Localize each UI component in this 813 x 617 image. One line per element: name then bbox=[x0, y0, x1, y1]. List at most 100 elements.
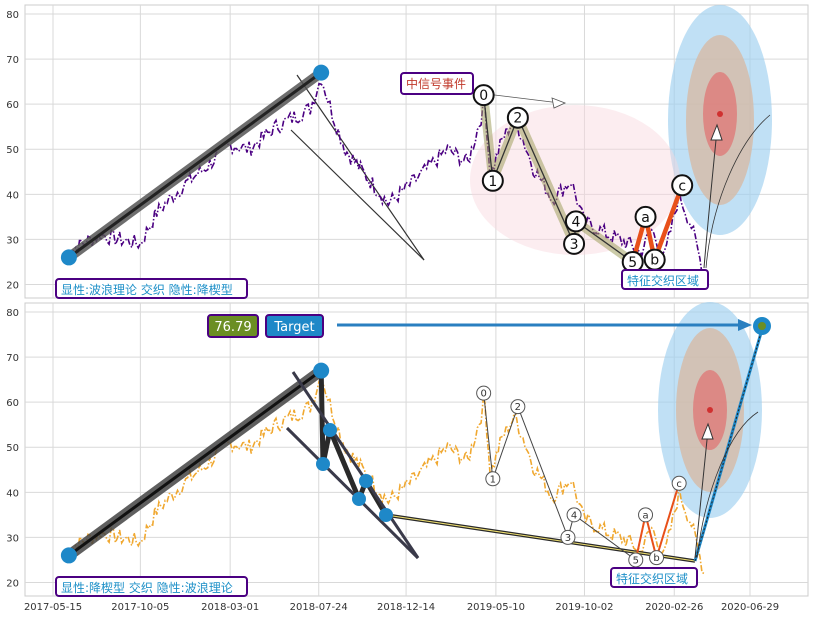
wave-marker-label: b bbox=[650, 253, 659, 269]
zone-arrow-head bbox=[701, 422, 714, 440]
abc-path bbox=[634, 483, 681, 562]
trend-line-core bbox=[67, 71, 323, 259]
x-tick-label: 2018-03-01 bbox=[201, 602, 259, 613]
wave-marker-label: a bbox=[641, 210, 650, 226]
wave-marker-b bbox=[649, 550, 665, 566]
signal-label: 中信号事件 bbox=[406, 76, 466, 91]
wave-marker-a bbox=[638, 507, 654, 523]
wave-marker-label: a bbox=[642, 510, 648, 521]
target-curve bbox=[705, 114, 771, 269]
target-line-dash bbox=[694, 325, 764, 562]
top-zone-label: 特征交织区域 bbox=[627, 273, 699, 288]
y-tick-label: 20 bbox=[6, 578, 19, 589]
price-line bbox=[65, 380, 705, 575]
price-line bbox=[65, 82, 705, 277]
trend-end-dot bbox=[313, 64, 330, 81]
wave-marker-5 bbox=[628, 552, 644, 568]
pink-zone bbox=[470, 105, 680, 255]
wave-marker-label: 2 bbox=[515, 402, 521, 413]
signal-arrow-head bbox=[551, 97, 567, 109]
wave-path bbox=[483, 393, 637, 561]
pivot-dot bbox=[313, 362, 330, 379]
target-value: 76.79 bbox=[214, 320, 251, 335]
wave-marker-3 bbox=[563, 232, 586, 255]
wave-marker-c bbox=[671, 475, 687, 491]
target-value-box bbox=[207, 314, 259, 338]
zone-curve bbox=[696, 411, 759, 559]
wave-marker-label: 4 bbox=[571, 510, 577, 521]
y-tick-label: 60 bbox=[6, 100, 19, 111]
wave-marker-a bbox=[634, 205, 657, 228]
wave-marker-3 bbox=[560, 529, 576, 545]
target-label-box bbox=[265, 314, 324, 338]
wave-marker-label: b bbox=[653, 553, 659, 564]
wave-marker-label: 3 bbox=[565, 533, 571, 544]
wedge-line-upper bbox=[291, 371, 420, 559]
pivot-dot bbox=[379, 508, 393, 522]
wave-marker-2 bbox=[510, 399, 526, 415]
trend-start-dot bbox=[60, 249, 77, 266]
wave-marker-label: 5 bbox=[628, 255, 637, 271]
top-left-label-box bbox=[55, 278, 248, 299]
wave-marker-2 bbox=[506, 106, 529, 129]
top-panel: 20 30 40 50 60 70 80 0 1 2 3 4 5 a b c bbox=[6, 4, 809, 299]
pivot-dot bbox=[359, 474, 373, 488]
y-tick-label: 70 bbox=[6, 353, 19, 364]
y-tick-label: 50 bbox=[6, 443, 19, 454]
wave-marker-label: 1 bbox=[490, 474, 496, 485]
wave-marker-4 bbox=[564, 210, 587, 233]
x-tick-label: 2020-06-29 bbox=[721, 602, 779, 613]
y-tick-label: 60 bbox=[6, 398, 19, 409]
pivot-dot bbox=[323, 423, 337, 437]
y-tick-label: 80 bbox=[6, 308, 19, 319]
x-tick-label: 2019-10-02 bbox=[555, 602, 613, 613]
wave-marker-label: 2 bbox=[513, 111, 522, 127]
x-tick-label: 2020-02-26 bbox=[645, 602, 703, 613]
top-left-label: 显性:波浪理论 交织 隐性:降楔型 bbox=[61, 282, 233, 297]
wedge-line-lower bbox=[285, 426, 420, 560]
breakout-line-highlight bbox=[385, 514, 696, 562]
signal-label-box bbox=[400, 72, 474, 95]
wave-marker-label: 3 bbox=[570, 237, 579, 253]
wave-marker-label: c bbox=[678, 178, 686, 194]
target-arrow-head bbox=[738, 319, 752, 331]
y-tick-label: 40 bbox=[6, 488, 19, 499]
zone-arrow-path bbox=[694, 429, 709, 559]
abc-path bbox=[630, 184, 685, 268]
top-zone-label-box bbox=[621, 269, 709, 290]
pivot-dot bbox=[352, 492, 366, 506]
wave-marker-0 bbox=[472, 84, 495, 107]
pivot-dot bbox=[316, 457, 330, 471]
y-tick-label: 50 bbox=[6, 145, 19, 156]
wave-marker-4 bbox=[566, 507, 582, 523]
wave-marker-label: 4 bbox=[571, 214, 580, 230]
x-tick-label: 2018-07-24 bbox=[290, 602, 348, 613]
y-tick-label: 80 bbox=[6, 10, 19, 21]
target-arrow-head bbox=[710, 123, 723, 141]
y-tick-label: 20 bbox=[6, 280, 19, 291]
bottom-zone-label: 特征交织区域 bbox=[616, 571, 688, 586]
bottom-zone-label-box bbox=[610, 567, 698, 588]
wedge-line-lower bbox=[290, 129, 425, 261]
wedge-line-upper bbox=[296, 74, 425, 261]
y-tick-label: 30 bbox=[6, 235, 19, 246]
trend-line-core bbox=[67, 369, 323, 557]
y-tick-label: 40 bbox=[6, 190, 19, 201]
y-tick-label: 70 bbox=[6, 55, 19, 66]
x-axis: 2017-05-15 2017-10-05 2018-03-01 2018-07-24… bbox=[24, 602, 779, 613]
target-dot-core bbox=[758, 322, 766, 330]
wave-marker-0 bbox=[476, 385, 492, 401]
x-tick-label: 2018-12-14 bbox=[377, 602, 435, 613]
wave-marker-1 bbox=[485, 471, 501, 487]
labels: 显性:波浪理论 交织 隐性:降楔型 中信号事件 特征交织区域 显性:降楔型 交织… bbox=[55, 72, 709, 597]
target-label: Target bbox=[273, 320, 314, 335]
wave-marker-label: 0 bbox=[479, 88, 488, 104]
x-tick-label: 2019-05-10 bbox=[467, 602, 525, 613]
bottom-panel: 20 30 40 50 60 70 80 0 1 2 3 4 5 a b c bbox=[6, 302, 809, 597]
bottom-left-label: 显性:降楔型 交织 隐性:波浪理论 bbox=[61, 580, 233, 595]
x-tick-label: 2017-10-05 bbox=[111, 602, 169, 613]
target-arrow-path bbox=[703, 129, 718, 269]
pivot-dot bbox=[60, 547, 77, 564]
wave-marker-label: 5 bbox=[633, 555, 639, 566]
